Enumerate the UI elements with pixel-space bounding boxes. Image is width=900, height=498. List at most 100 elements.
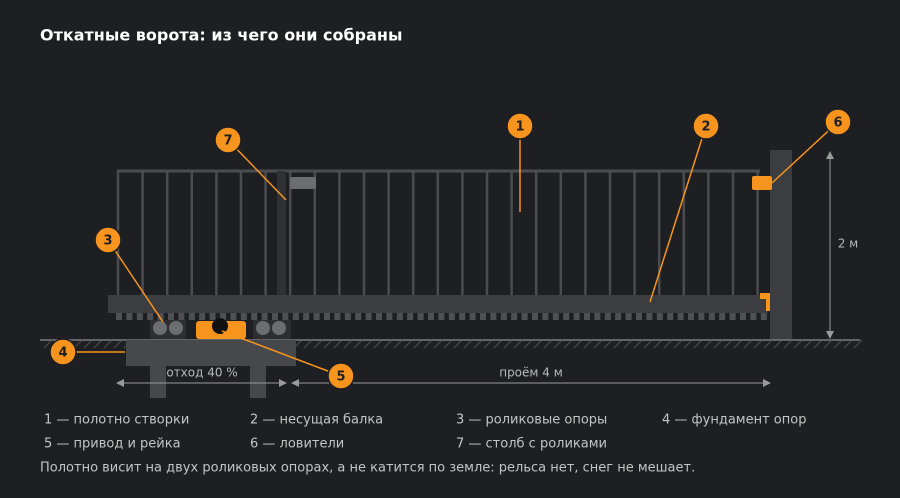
hatch-line bbox=[423, 339, 433, 349]
rack-tooth bbox=[448, 313, 455, 320]
hatch-line bbox=[353, 339, 363, 349]
hatch-line bbox=[733, 339, 743, 349]
hatch-line bbox=[663, 339, 673, 349]
callout-marker bbox=[327, 362, 355, 390]
legend: 1 — полотно створки 2 — несущая балка 3 … bbox=[44, 413, 806, 452]
hatch-line bbox=[463, 339, 473, 349]
rack-tooth bbox=[386, 313, 393, 320]
hatch-line bbox=[713, 339, 723, 349]
hatch-line bbox=[553, 339, 563, 349]
hatch-line bbox=[603, 339, 613, 349]
hatch-line bbox=[113, 339, 123, 349]
callout-marker bbox=[506, 112, 534, 140]
rack-tooth bbox=[511, 313, 518, 320]
rack-tooth bbox=[542, 313, 549, 320]
hatch-line bbox=[453, 339, 463, 349]
top-roller bbox=[290, 177, 316, 189]
hatch-line bbox=[563, 339, 573, 349]
rack-tooth bbox=[636, 313, 642, 320]
hatch-line bbox=[373, 339, 383, 349]
rack-tooth bbox=[563, 313, 570, 320]
rack-tooth bbox=[740, 313, 746, 320]
rack-tooth bbox=[677, 313, 684, 320]
hatch-line bbox=[753, 339, 763, 349]
rack-tooth bbox=[209, 313, 216, 320]
callout-number: 3 bbox=[103, 234, 112, 249]
rack-tooth bbox=[490, 313, 497, 320]
callouts: 1 2 3 4 5 6 7 bbox=[49, 108, 852, 390]
rack-tooth bbox=[168, 313, 174, 320]
hatch-line bbox=[403, 339, 413, 349]
hatch-line bbox=[313, 339, 323, 349]
rack-tooth bbox=[355, 313, 362, 320]
callout-line bbox=[649, 125, 707, 303]
callout-number: 6 bbox=[833, 116, 842, 131]
hatch-line bbox=[613, 339, 623, 349]
callout-marker bbox=[824, 108, 852, 136]
rack-tooth bbox=[261, 313, 268, 320]
hatch-line bbox=[323, 339, 333, 349]
foundation bbox=[126, 340, 296, 366]
rack-tooth bbox=[324, 313, 330, 320]
hatch-line bbox=[523, 339, 533, 349]
rack-tooth bbox=[469, 313, 476, 320]
note: Полотно висит на двух роликовых опорах, … bbox=[40, 461, 695, 476]
hatch-line bbox=[683, 339, 693, 349]
hatch-line bbox=[503, 339, 513, 349]
rack-tooth bbox=[147, 313, 154, 320]
callout-marker bbox=[49, 338, 77, 366]
hatch-line bbox=[653, 339, 663, 349]
rack-tooth bbox=[698, 313, 705, 320]
hatch-line bbox=[703, 339, 713, 349]
callout-line bbox=[771, 121, 839, 184]
rack-tooth bbox=[407, 313, 414, 320]
rack-tooth bbox=[688, 313, 694, 320]
hatch-line bbox=[763, 339, 773, 349]
rack-tooth bbox=[365, 313, 372, 320]
roller bbox=[272, 321, 286, 335]
rack-tooth bbox=[199, 313, 206, 320]
callout-line bbox=[107, 239, 164, 323]
legend-item: 5 — привод и рейка bbox=[44, 437, 181, 452]
hatch-line bbox=[383, 339, 393, 349]
legend-item: 1 — полотно створки bbox=[44, 413, 189, 428]
rack-tooth bbox=[604, 313, 611, 320]
rack-tooth bbox=[157, 313, 164, 320]
rack-tooth bbox=[220, 313, 226, 320]
hatch-line bbox=[333, 339, 343, 349]
hatch-line bbox=[443, 339, 453, 349]
callout-number: 7 bbox=[223, 134, 232, 149]
rack-tooth bbox=[719, 313, 726, 320]
carrier-beam bbox=[108, 295, 768, 313]
hatch-line bbox=[103, 339, 113, 349]
hatch-line bbox=[593, 339, 603, 349]
legend-item: 2 — несущая балка bbox=[250, 413, 383, 428]
hatch-line bbox=[493, 339, 503, 349]
rack bbox=[116, 313, 767, 320]
rack-tooth bbox=[116, 313, 122, 320]
hatch-line bbox=[723, 339, 733, 349]
rack-tooth bbox=[272, 313, 278, 320]
foundation-leg bbox=[150, 366, 166, 398]
rack-tooth bbox=[292, 313, 299, 320]
hatch-line bbox=[583, 339, 593, 349]
rack-tooth bbox=[178, 313, 185, 320]
callout-marker bbox=[214, 126, 242, 154]
hatch-line bbox=[823, 339, 833, 349]
hatch-line bbox=[483, 339, 493, 349]
legend-item: 4 — фундамент опор bbox=[662, 413, 806, 428]
post bbox=[770, 150, 792, 340]
callout-marker bbox=[94, 226, 122, 254]
rack-tooth bbox=[594, 313, 601, 320]
legend-item: 6 — ловители bbox=[250, 437, 344, 452]
hatch-line bbox=[83, 339, 93, 349]
rack-tooth bbox=[251, 313, 258, 320]
rack-tooth bbox=[615, 313, 622, 320]
rack-tooth bbox=[459, 313, 466, 320]
hatch-line bbox=[533, 339, 543, 349]
hatch-line bbox=[833, 339, 843, 349]
hatch-line bbox=[783, 339, 793, 349]
hatch-line bbox=[43, 339, 53, 349]
